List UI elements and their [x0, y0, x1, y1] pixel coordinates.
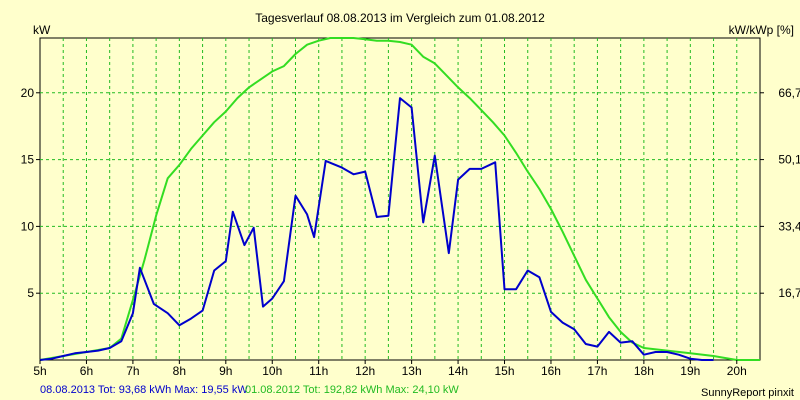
x-tick-label: 18h	[634, 364, 654, 378]
y-tick-label-right: 66,7	[778, 86, 800, 100]
x-tick-label: 13h	[402, 364, 422, 378]
x-tick-label: 9h	[219, 364, 232, 378]
x-tick-label: 7h	[126, 364, 139, 378]
x-tick-label: 14h	[448, 364, 468, 378]
x-tick-label: 5h	[33, 364, 46, 378]
y-tick-label-right: 33,4	[778, 219, 800, 233]
y-tick-label-right: 50,1	[778, 153, 800, 167]
y-tick-label-left: 20	[21, 86, 35, 100]
credit-label: SunnyReport pinxit	[701, 387, 794, 399]
x-tick-label: 12h	[355, 364, 375, 378]
x-tick-label: 15h	[495, 364, 515, 378]
y-axis-label-left: kW	[33, 23, 51, 37]
y-tick-label-left: 10	[21, 219, 35, 233]
x-tick-label: 17h	[587, 364, 607, 378]
y-axis-label-right: kW/kWp [%]	[729, 23, 794, 37]
chart-title: Tagesverlauf 08.08.2013 im Vergleich zum…	[255, 11, 545, 25]
series-line-2012	[39, 37, 760, 361]
x-tick-label: 11h	[309, 364, 328, 378]
x-tick-label: 16h	[541, 364, 561, 378]
x-tick-label: 19h	[680, 364, 700, 378]
x-tick-label: 10h	[262, 364, 282, 378]
legend-series-1: 08.08.2013 Tot: 93,68 kWh Max: 19,55 kW	[40, 384, 248, 396]
plot-area	[39, 37, 761, 361]
y-tick-label-left: 15	[21, 153, 35, 167]
grid	[40, 38, 760, 360]
ticks: 5h 6h 7h 8h 9h 10h 11h 12h 13h 14h 15h 16h 17h 18h 19h…	[21, 86, 800, 378]
series-line-2013	[39, 97, 714, 361]
x-tick-label: 6h	[80, 364, 93, 378]
x-tick-label: 20h	[727, 364, 747, 378]
x-tick-label: 8h	[173, 364, 186, 378]
series-lines	[39, 37, 760, 361]
y-tick-label-left: 5	[27, 286, 34, 300]
y-tick-label-right: 16,7	[778, 286, 800, 300]
legend-series-2: 01.08.2012 Tot: 192,82 kWh Max: 24,10 kW	[245, 384, 459, 396]
